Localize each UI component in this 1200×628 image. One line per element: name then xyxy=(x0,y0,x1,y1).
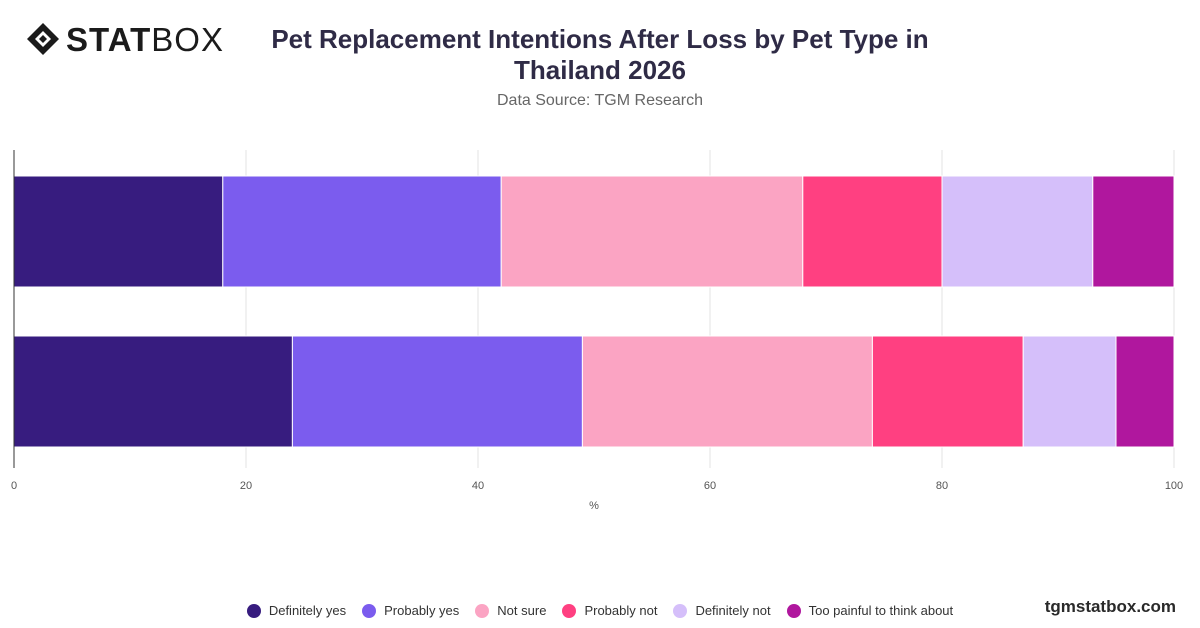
bar-segment xyxy=(581,335,873,448)
legend-label: Too painful to think about xyxy=(808,603,954,618)
legend-swatch xyxy=(562,603,577,618)
legend-swatch xyxy=(786,603,801,618)
legend-label: Probably not xyxy=(584,603,658,618)
bar-segment xyxy=(871,335,1024,448)
legend-item[interactable]: Definitely not xyxy=(673,603,771,618)
legend-item[interactable]: Definitely yes xyxy=(246,603,347,618)
bar-segment xyxy=(13,175,224,288)
bar-segment xyxy=(1022,335,1117,448)
bar-segment xyxy=(13,335,293,448)
bar-segment xyxy=(1092,175,1175,288)
bar-segment xyxy=(1115,335,1175,448)
bar-segment xyxy=(500,175,804,288)
legend-item[interactable]: Too painful to think about xyxy=(786,603,954,618)
x-tick-label: 0 xyxy=(11,480,17,492)
x-tick-label: 80 xyxy=(936,480,948,492)
stacked-bar-chart: 0 20 40 60 80 100% xyxy=(11,150,1183,512)
legend-label: Definitely not xyxy=(695,603,771,618)
x-tick-label: 20 xyxy=(240,480,252,492)
legend-item[interactable]: Probably yes xyxy=(362,603,459,618)
logo-text: STATBOX xyxy=(66,23,224,56)
bar-segment xyxy=(291,335,583,448)
bar-segment xyxy=(222,175,502,288)
x-axis-label: % xyxy=(589,500,599,512)
legend-label: Definitely yes xyxy=(268,603,347,618)
bar-segment xyxy=(941,175,1094,288)
logo-text-light: BOX xyxy=(151,20,224,58)
legend-label: Not sure xyxy=(497,603,547,618)
statbox-logo: STATBOX xyxy=(26,22,224,56)
logo-text-bold: STAT xyxy=(66,20,152,58)
diamond-logo-icon xyxy=(27,23,59,55)
legend-swatch xyxy=(673,603,688,618)
chart-title: Pet Replacement Intentions After Loss by… xyxy=(271,24,929,85)
legend-label: Probably yes xyxy=(384,603,460,618)
chart-subtitle: Data Source: TGM Research xyxy=(496,92,703,109)
site-url: tgmstatbox.com xyxy=(1044,597,1176,616)
x-tick-label: 40 xyxy=(472,480,484,492)
legend-item[interactable]: Probably not xyxy=(562,603,657,618)
chart-legend: Definitely yes Probably yes Not sure Probab… xyxy=(0,603,1200,618)
x-tick-label: 100 xyxy=(1165,480,1183,492)
legend-swatch xyxy=(246,603,261,618)
x-tick-label: 60 xyxy=(704,480,716,492)
bar-segment xyxy=(802,175,943,288)
legend-swatch xyxy=(362,603,377,618)
legend-item[interactable]: Not sure xyxy=(475,603,546,618)
legend-swatch xyxy=(475,603,490,618)
